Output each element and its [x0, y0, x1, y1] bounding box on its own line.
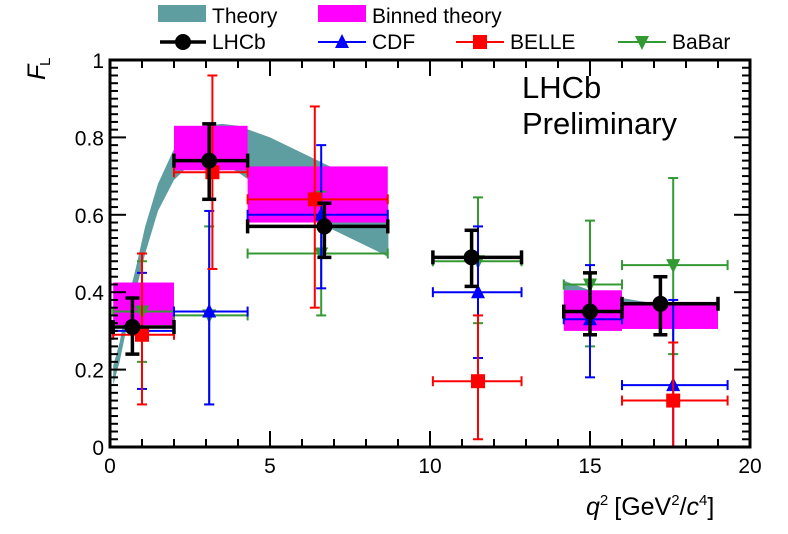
y-tick-label-5: 1: [92, 50, 104, 73]
annotation-lhcb: LHCb: [522, 70, 601, 105]
y-tick-label-2: 0.4: [75, 282, 105, 305]
x-tick-label-10: 10: [418, 455, 441, 478]
x-axis-label-symbol: q: [586, 493, 600, 521]
x-axis-label-sup1: 2: [600, 492, 608, 509]
binned-theory-box-1: [113, 282, 174, 326]
legend-label-cdf: CDF: [372, 31, 415, 54]
y-tick-label-4: 0.8: [75, 127, 104, 150]
x-axis-label: q2 [GeV2/c4]: [586, 492, 714, 521]
marker-lhcb-3: [316, 218, 333, 235]
x-axis-label-c: c: [687, 493, 700, 521]
legend-marker-cdf: [318, 34, 366, 48]
legend-label-binned-theory: Binned theory: [372, 5, 502, 28]
y-tick-label-3: 0.6: [75, 205, 104, 228]
data-point-lhcb-1: [111, 296, 176, 356]
legend-marker-belle: [456, 35, 504, 49]
marker-lhcb-6: [652, 295, 669, 312]
marker-lhcb-4: [463, 249, 480, 266]
marker-babar-6: [666, 259, 681, 274]
data-point-lhcb-2: [172, 122, 250, 202]
legend-marker-babar: [618, 36, 666, 50]
legend-label-belle: BELLE: [510, 31, 575, 54]
axes: 0 5 10 15 20 0 0.2 0.4 0.6 0.8 1: [75, 50, 762, 478]
marker-cdf-2: [202, 303, 217, 318]
y-axis-label-subscript: L: [37, 58, 54, 66]
y-tick-label-0: 0: [92, 437, 104, 460]
legend-symbol-lhcb: [175, 34, 191, 50]
legend-swatch-theory: [158, 5, 206, 22]
legend-symbol-belle: [473, 35, 487, 49]
legend-label-lhcb: LHCb: [212, 31, 266, 54]
x-axis-label-unit: [GeV: [614, 493, 671, 521]
y-axis-label: F L: [23, 58, 54, 80]
x-tick-label-0: 0: [104, 455, 116, 478]
legend-label-babar: BaBar: [672, 31, 730, 54]
x-axis-label-sup3: 4: [699, 492, 707, 509]
y-tick-label-1: 0.2: [75, 360, 104, 383]
marker-belle-4: [471, 374, 485, 389]
legend-marker-lhcb: [160, 34, 206, 50]
marker-lhcb-1: [124, 319, 141, 336]
marker-cdf-4: [471, 284, 485, 299]
marker-belle-5: [666, 393, 681, 408]
binned-theory-box-5: [622, 301, 718, 329]
legend-label-theory: Theory: [212, 5, 278, 28]
legend-swatch-binned-theory: [318, 5, 366, 22]
legend-symbol-babar: [635, 36, 649, 50]
x-tick-label-5: 5: [264, 455, 276, 478]
data-point-belle-3: [246, 105, 389, 309]
data-point-belle-1: [112, 252, 175, 406]
x-tick-label-20: 20: [738, 455, 761, 478]
annotation-preliminary: Preliminary: [522, 106, 678, 141]
marker-lhcb-5: [582, 303, 598, 320]
data-point-belle-4: [431, 314, 523, 441]
data-point-belle-5: [621, 341, 729, 447]
plot-clipped-group: [111, 74, 729, 447]
data-point-lhcb-3: [245, 201, 390, 260]
x-axis-label-sup2: 2: [671, 492, 679, 509]
plot-area: [111, 74, 729, 447]
legend: Theory Binned theory LHCb CDF BELLE BaBa…: [158, 5, 730, 54]
x-axis-label-slash: /: [680, 493, 687, 521]
y-axis-label-symbol: F: [23, 63, 51, 80]
data-point-lhcb-5: [562, 271, 624, 337]
x-tick-label-15: 15: [578, 455, 601, 478]
marker-lhcb-2: [201, 152, 218, 169]
legend-symbol-cdf: [335, 34, 349, 48]
data-point-cdf-2: [173, 209, 249, 406]
data-point-lhcb-6: [620, 274, 720, 337]
x-axis-label-close: ]: [707, 493, 714, 521]
data-point-lhcb-4: [431, 228, 524, 289]
